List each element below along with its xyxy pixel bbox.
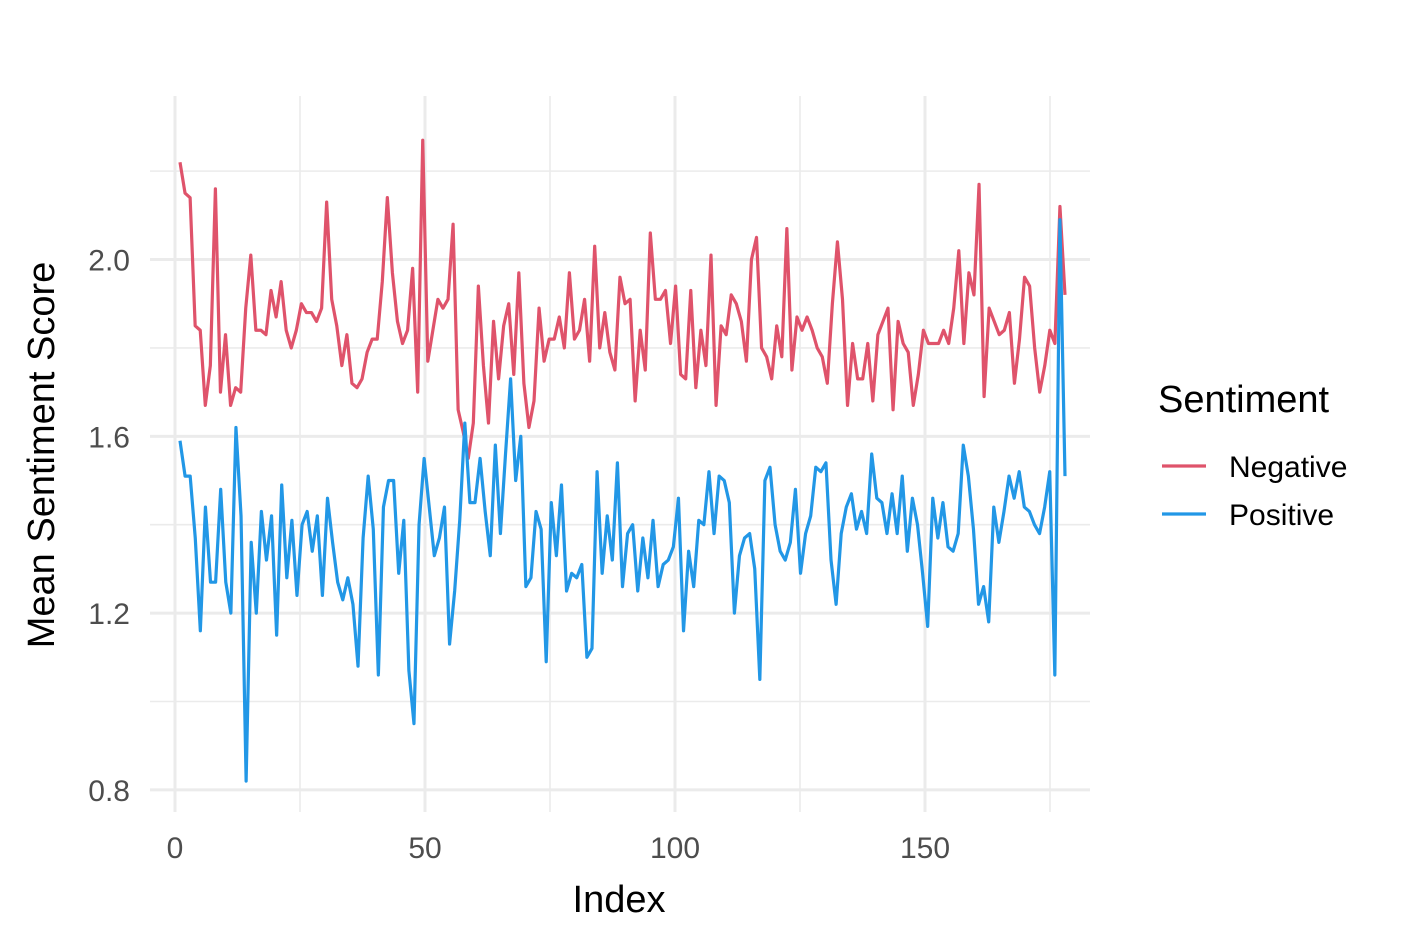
legend-label-negative: Negative — [1229, 451, 1347, 484]
legend-items: Negative Positive — [1162, 451, 1347, 532]
legend: Sentiment Negative Positive — [1158, 379, 1347, 532]
series-line-positive — [178, 218, 1067, 783]
series-line-negative — [178, 138, 1067, 461]
x-tick-label: 0 — [167, 832, 184, 865]
legend-label-positive: Positive — [1229, 499, 1334, 532]
y-tick-label: 1.6 — [88, 421, 130, 454]
grid-lines — [150, 96, 1090, 812]
x-axis-title: Index — [573, 879, 666, 921]
series-lines — [178, 138, 1067, 783]
y-axis-ticks: 0.8 1.2 1.6 2.0 — [88, 245, 130, 808]
x-axis-ticks: 0 50 100 150 — [167, 832, 950, 865]
legend-title: Sentiment — [1158, 379, 1330, 421]
y-axis-title: Mean Sentiment Score — [21, 262, 63, 649]
y-tick-label: 0.8 — [88, 775, 130, 808]
x-tick-label: 50 — [408, 832, 441, 865]
x-tick-label: 100 — [650, 832, 700, 865]
y-tick-label: 1.2 — [88, 598, 130, 631]
y-tick-label: 2.0 — [88, 245, 130, 278]
x-tick-label: 150 — [900, 832, 950, 865]
